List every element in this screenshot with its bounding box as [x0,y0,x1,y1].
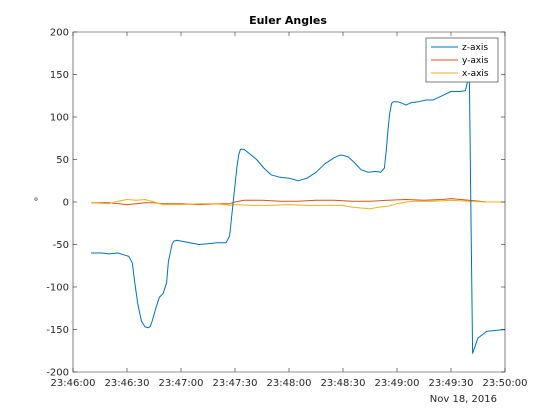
series-line-x-axis [90,199,505,210]
legend-label-x-axis: x-axis [462,69,489,79]
x-tick-label: 23:50:00 [483,378,528,389]
x-date-label: Nov 18, 2016 [430,394,497,405]
y-tick-label: 50 [56,155,69,166]
series-line-y-axis [91,198,505,206]
legend[interactable]: z-axis y-axis x-axis [425,37,499,83]
series-layer [90,44,506,354]
chart-title: Euler Angles [249,14,327,27]
x-tick-label: 23:46:30 [105,378,150,389]
y-axis-label: ° [34,197,39,208]
y-tick-label: -50 [53,240,69,251]
y-tick-label: -100 [46,283,69,294]
x-tick-label: 23:46:00 [51,378,96,389]
legend-label-y-axis: y-axis [462,56,489,66]
y-tick-label: 150 [50,70,69,81]
x-tick-label: 23:48:00 [267,378,312,389]
y-tick-label: 100 [50,113,69,124]
plot-area [73,32,505,372]
x-tick-label: 23:49:00 [375,378,420,389]
ticks-layer: 23:46:00 23:46:30 23:47:00 23:47:30 23:48:00… [46,28,527,390]
y-tick-label: 0 [63,198,69,209]
y-tick-label: -200 [46,368,69,379]
y-tick-label: -150 [46,325,69,336]
y-tick-label: 200 [50,28,69,39]
x-tick-label: 23:49:30 [429,378,474,389]
series-line-z-axis [91,44,506,354]
x-tick-label: 23:47:30 [213,378,258,389]
legend-label-z-axis: z-axis [462,43,488,53]
x-tick-label: 23:47:00 [159,378,204,389]
x-tick-label: 23:48:30 [321,378,366,389]
